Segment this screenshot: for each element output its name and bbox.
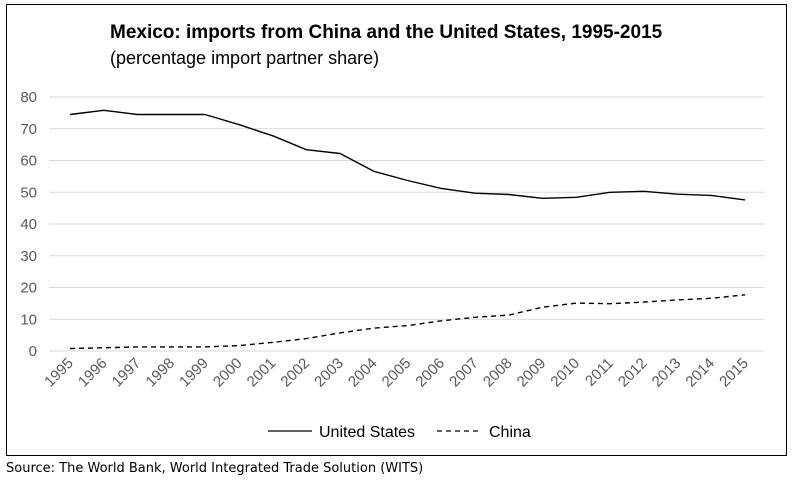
legend-label-china: China xyxy=(489,424,531,441)
x-tick-label: 2003 xyxy=(311,355,347,391)
x-tick-label: 1995 xyxy=(41,355,77,391)
y-tick-label: 70 xyxy=(20,121,37,138)
x-tick-label: 2005 xyxy=(379,355,415,391)
y-tick-label: 60 xyxy=(20,153,37,170)
series-line-united-states xyxy=(69,109,746,201)
y-tick-label: 20 xyxy=(20,280,37,297)
x-tick-label: 1999 xyxy=(176,355,212,391)
x-tick-label: 2002 xyxy=(277,355,313,391)
x-tick-label: 2006 xyxy=(412,355,448,391)
x-tick-label: 1998 xyxy=(142,355,178,391)
x-tick-label: 2011 xyxy=(582,355,617,390)
series-lines xyxy=(69,109,746,350)
series-line-china xyxy=(69,294,746,350)
x-tick-label: 2009 xyxy=(514,355,550,391)
x-tick-label: 2010 xyxy=(547,355,583,391)
chart-title: Mexico: imports from China and the Unite… xyxy=(110,22,663,43)
x-tick-label: 2004 xyxy=(345,355,381,391)
x-tick-label: 2014 xyxy=(682,355,718,391)
x-tick-label: 2007 xyxy=(446,355,482,391)
chart-subtitle: (percentage import partner share) xyxy=(110,48,380,68)
y-tick-label: 80 xyxy=(20,89,37,106)
x-tick-label: 1997 xyxy=(109,355,145,391)
x-tick-label: 2013 xyxy=(649,355,685,391)
legend-label-united-states: United States xyxy=(319,424,415,441)
x-tick-label: 1996 xyxy=(75,355,111,391)
y-tick-label: 50 xyxy=(20,184,37,201)
y-tick-label: 0 xyxy=(29,343,37,360)
legend: United States China xyxy=(268,424,531,441)
gridlines xyxy=(49,96,764,352)
x-axis-ticks: 1995199619971998199920002001200220032004… xyxy=(41,355,752,391)
x-tick-label: 2015 xyxy=(716,355,752,391)
source-note: Source: The World Bank, World Integrated… xyxy=(6,461,424,476)
y-tick-label: 30 xyxy=(20,248,37,265)
x-tick-label: 2001 xyxy=(244,355,280,391)
y-tick-label: 40 xyxy=(20,216,37,233)
x-tick-label: 2008 xyxy=(480,355,516,391)
chart-frame xyxy=(6,4,787,456)
x-tick-label: 2000 xyxy=(210,355,246,391)
y-axis-ticks: 0 10 20 30 40 50 60 70 80 xyxy=(20,89,37,360)
y-tick-label: 10 xyxy=(20,311,37,328)
x-tick-label: 2012 xyxy=(615,355,651,391)
